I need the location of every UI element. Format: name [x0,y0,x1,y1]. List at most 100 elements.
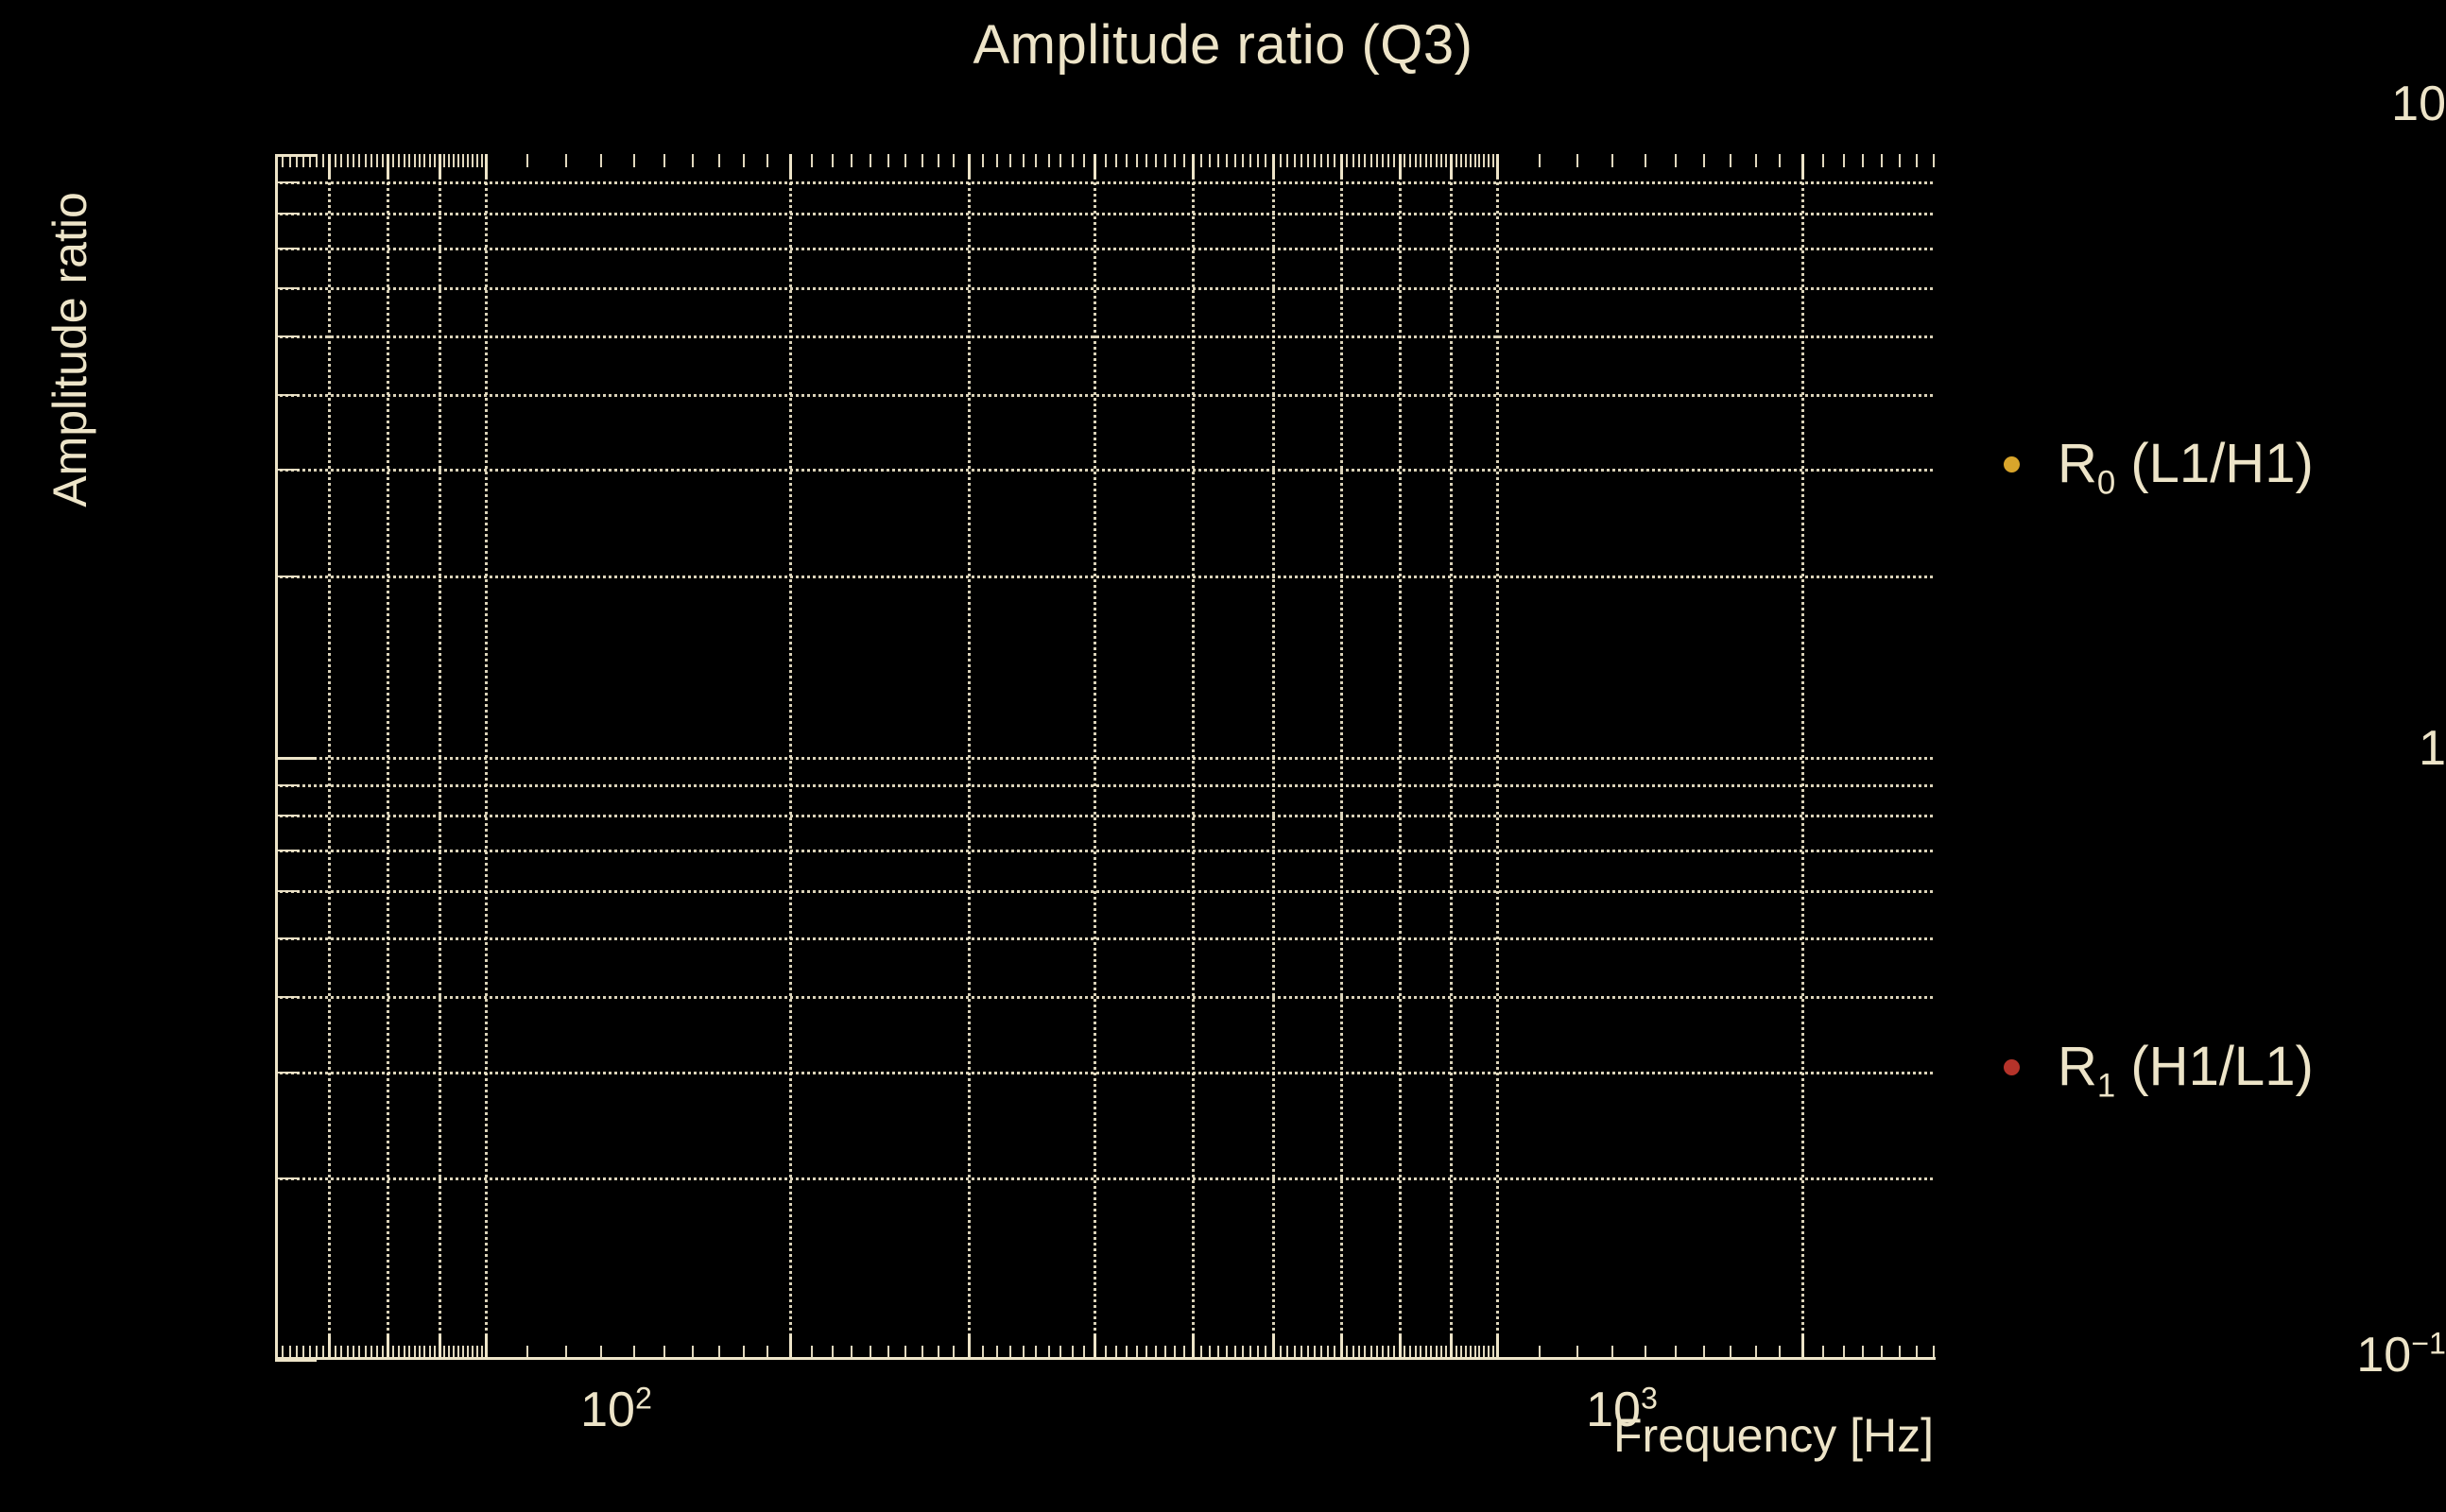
x-tick-minor [295,1346,298,1359]
x-tick-minor [831,1346,834,1359]
x-tick-top-minor [1364,154,1367,167]
x-axis-title: Frequency [Hz] [1613,1409,1935,1462]
x-tick-top-minor [663,154,665,167]
x-tick-top-minor [1241,154,1244,167]
x-tick-minor [1491,1346,1494,1359]
x-tick-top-minor [1375,154,1378,167]
x-tick-minor [321,1346,324,1359]
y-tick-minor [275,247,300,249]
x-tick-top-minor [1576,154,1579,167]
x-tick-top-minor [1439,154,1442,167]
x-tick-minor [1249,1346,1252,1359]
x-tick-minor [1455,1346,1457,1359]
x-tick-top-minor [480,154,483,167]
x-tick-minor [663,1346,665,1359]
x-tick-top-minor [448,154,451,167]
x-tick-minor [375,1346,378,1359]
x-tick-minor [632,1346,635,1359]
y-tick-minor [275,212,300,215]
x-tick-top-minor [1047,154,1050,167]
x-tick-minor [1644,1346,1646,1359]
x-tick-minor [1022,1346,1025,1359]
legend-entry-r0[interactable]: R0 (L1/H1) [2004,437,2314,499]
x-tick-top-minor [370,154,372,167]
x-tick-label-100: 102 [541,1383,692,1435]
x-tick-top-minor [1300,154,1302,167]
y-tick-minor [275,1177,300,1180]
x-tick-top-major [485,154,489,179]
x-tick-minor [1424,1346,1427,1359]
x-tick-top-minor [600,154,603,167]
x-tick-top-minor [870,154,872,167]
x-tick-minor [1473,1346,1476,1359]
y-tick-label-1: 1 [2196,724,2446,773]
x-tick-top-minor [295,154,298,167]
y-tick-minor [275,783,300,786]
x-tick-top-minor [564,154,567,167]
x-tick-minor [1265,1346,1267,1359]
x-tick-top-minor [1933,154,1935,167]
legend-entry-r1[interactable]: R1 (H1/L1) [2004,1040,2314,1102]
x-tick-top-minor [691,154,694,167]
x-tick-minor [717,1346,720,1359]
x-tick-minor [1469,1346,1472,1359]
y-gridline [275,937,1933,941]
x-tick-top-minor [472,154,474,167]
x-tick-minor [1611,1346,1614,1359]
x-tick-top-minor [1409,154,1412,167]
y-gridline [275,783,1933,787]
x-tick-top-minor [953,154,956,167]
x-tick-top-major [967,154,971,179]
x-tick-minor [1320,1346,1323,1359]
y-tick-minor [275,287,300,290]
x-tick-minor [364,1346,367,1359]
x-tick-minor [340,1346,343,1359]
x-tick-minor [1899,1346,1902,1359]
x-tick-minor [1071,1346,1074,1359]
x-tick-minor [1047,1346,1050,1359]
x-tick-minor [1576,1346,1579,1359]
x-tick-minor [1241,1346,1244,1359]
y-tick-label-10: 10 [2196,79,2446,129]
x-tick-minor [423,1346,426,1359]
x-tick-minor [475,1346,478,1359]
x-tick-top-minor [1369,154,1372,167]
x-tick-top-minor [1491,154,1494,167]
y-tick-minor [275,996,300,999]
x-tick-minor [288,1346,291,1359]
x-tick-minor [887,1346,890,1359]
x-tick-minor [358,1346,361,1359]
y-gridline [275,181,1933,185]
x-tick-minor [1257,1346,1260,1359]
x-tick-minor [1174,1346,1177,1359]
x-tick-top-major [1192,154,1196,179]
x-tick-major [1398,1334,1402,1359]
x-tick-minor [1209,1346,1212,1359]
x-tick-minor [1487,1346,1490,1359]
x-tick-top-minor [358,154,361,167]
x-tick-top-minor [346,154,349,167]
x-tick-minor [743,1346,746,1359]
y-tick-minor [275,575,300,577]
x-tick-minor [564,1346,567,1359]
legend-r0-base: R [2058,433,2097,494]
x-tick-minor [1439,1346,1442,1359]
x-tick-top-minor [1445,154,1448,167]
y-tick-0.1-main: 10 [2356,1328,2412,1383]
y-tick-minor [275,393,300,396]
x-tick-minor [1464,1346,1467,1359]
x-tick-minor [1420,1346,1422,1359]
x-tick-minor [1164,1346,1167,1359]
x-tick-top-minor [392,154,395,167]
x-tick-top-minor [1346,154,1349,167]
x-tick-top-minor [1082,154,1085,167]
legend-r1-base: R [2058,1036,2097,1097]
x-tick-top-minor [457,154,460,167]
x-tick-minor [1333,1346,1335,1359]
x-tick-top-minor [1126,154,1128,167]
x-tick-top-minor [1059,154,1062,167]
x-tick-top-minor [353,154,355,167]
x-tick-minor [467,1346,470,1359]
x-tick-top-minor [275,154,277,167]
x-tick-minor [851,1346,853,1359]
